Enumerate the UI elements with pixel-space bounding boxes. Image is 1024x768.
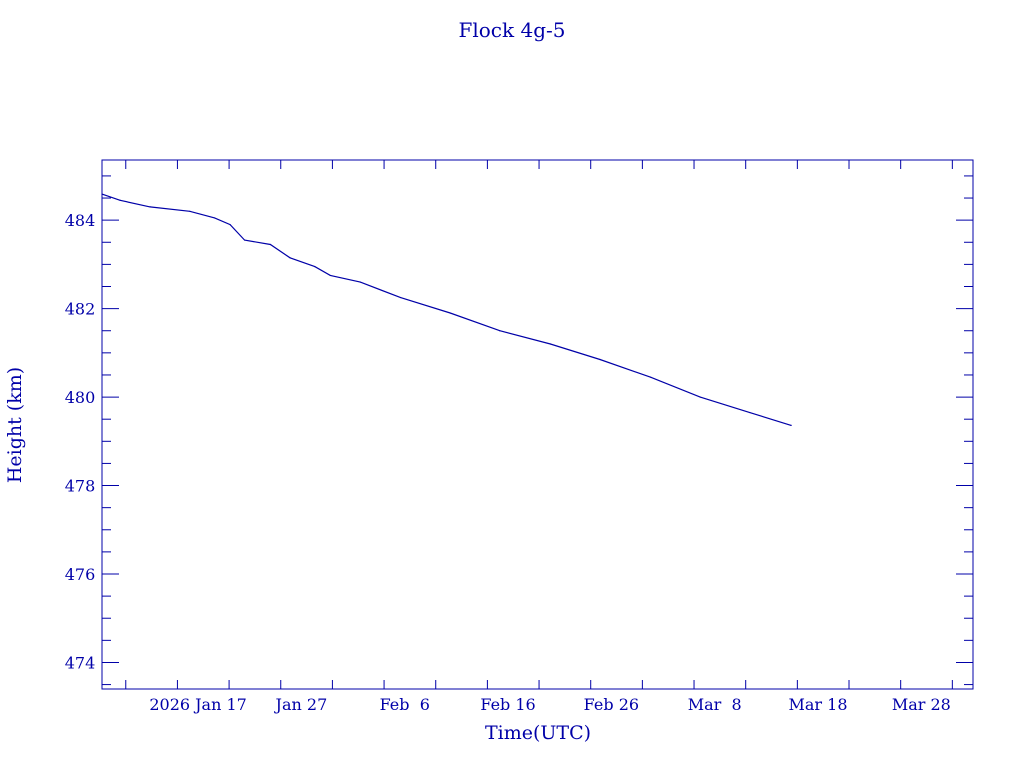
data-point [599,358,601,361]
data-point [229,223,231,226]
x-axis-label: Time(UTC) [485,722,591,744]
data-point [269,243,272,246]
data-point [289,257,291,259]
x-tick-label: Jan 27 [274,695,328,714]
series-line-height [101,193,792,426]
data-point [699,396,701,398]
data-point [189,210,191,212]
y-tick-label: 476 [65,565,96,584]
y-tick-label: 480 [65,388,96,407]
x-tick-label: Feb 6 [380,695,430,714]
x-tick-label: Mar 18 [789,695,848,714]
data-point [214,217,216,219]
y-tick-label: 482 [65,300,96,319]
data-point [549,343,552,345]
data-point [749,411,751,414]
data-point [314,265,316,268]
data-point [449,312,451,314]
y-tick-label: 478 [65,477,96,496]
x-tick-label: Mar 28 [892,695,951,714]
data-point [359,281,361,283]
data-point [650,376,652,378]
data-point [119,199,121,201]
x-tick-label: Feb 16 [480,695,535,714]
x-tick-label: Feb 26 [584,695,639,714]
y-tick-label: 484 [65,211,96,230]
data-point [243,239,246,241]
data-point [329,274,331,277]
y-axis-label: Height (km) [4,367,26,483]
x-tick-label: 2026 Jan 17 [149,695,247,714]
x-tick-label: Mar 8 [688,695,742,714]
data-point [149,206,151,208]
data-point [101,193,103,195]
data-point [399,296,402,299]
data-point [499,330,501,332]
data-point [790,424,792,426]
chart-title: Flock 4g-5 [458,18,565,42]
y-tick-label: 474 [65,653,96,672]
plot-frame [101,159,974,690]
